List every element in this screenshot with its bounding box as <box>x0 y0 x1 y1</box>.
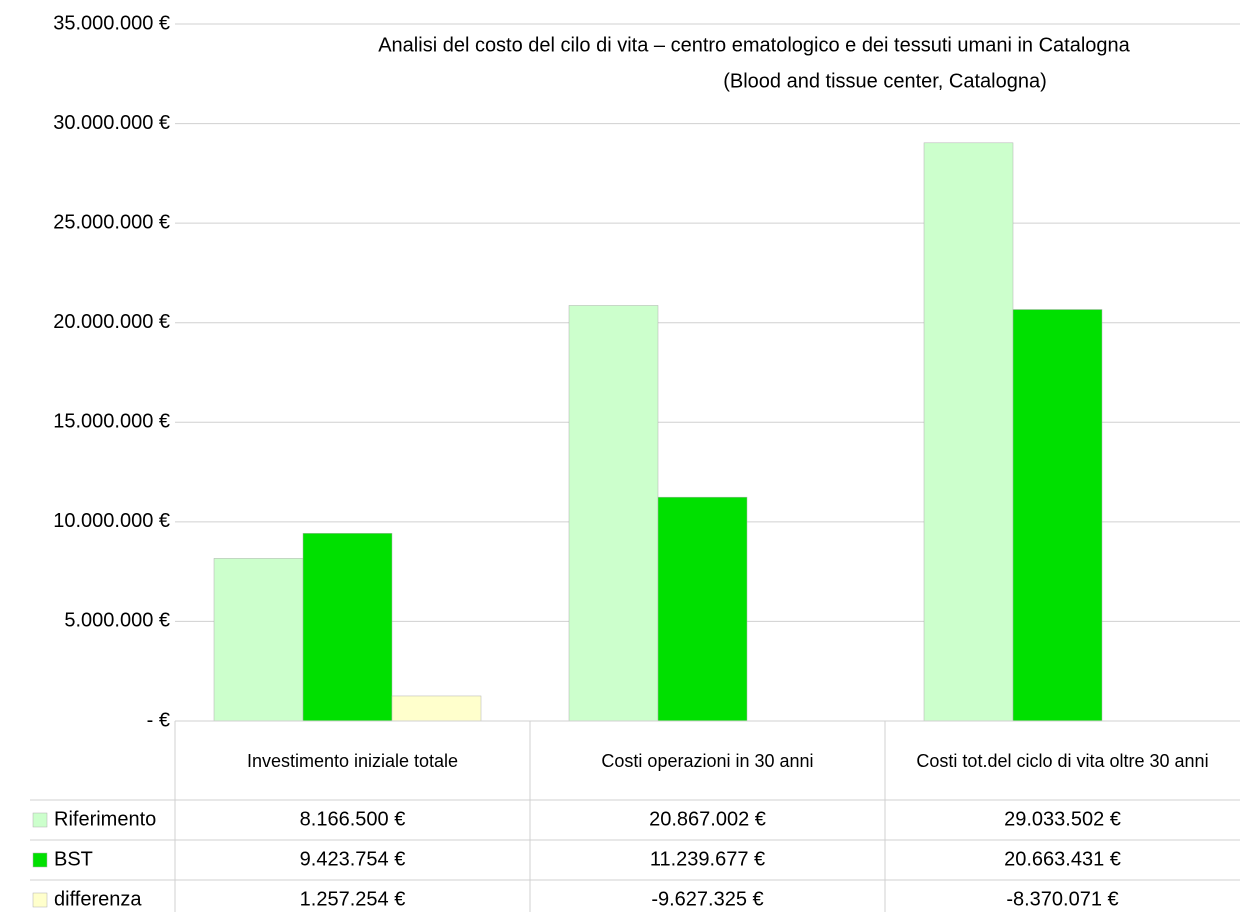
x-tick-label: Investimento iniziale totale <box>246 751 459 771</box>
bar <box>568 305 659 721</box>
legend-label: BST <box>54 848 93 870</box>
table-value: 20.867.002 € <box>649 808 766 830</box>
bar <box>1012 309 1103 721</box>
table-value: -8.370.071 € <box>1006 888 1118 910</box>
x-tick-label-box: Investimento iniziale totale <box>246 751 459 771</box>
x-tick-label-box: Costi tot.del ciclo di vita oltre 30 ann… <box>916 751 1209 771</box>
y-tick-label: 25.000.000 € <box>53 211 170 233</box>
y-tick-label: 15.000.000 € <box>53 411 170 433</box>
legend-swatch <box>32 852 48 868</box>
bar <box>657 496 748 721</box>
legend-label: differenza <box>54 888 142 910</box>
table-value: 20.663.431 € <box>1004 848 1121 870</box>
table-value: 29.033.502 € <box>1004 808 1121 830</box>
bar <box>391 695 482 721</box>
chart-title: Analisi del costo del cilo di vita – cen… <box>378 34 1130 56</box>
chart-subtitle: (Blood and tissue center, Catalogna) <box>723 70 1047 92</box>
table-value: -9.627.325 € <box>651 888 763 910</box>
table-value: 8.166.500 € <box>300 808 406 830</box>
legend-label: Riferimento <box>54 808 156 830</box>
y-tick-label: 35.000.000 € <box>53 12 170 34</box>
x-tick-label: Costi tot.del ciclo di vita oltre 30 ann… <box>916 751 1209 771</box>
y-tick-label: 5.000.000 € <box>64 610 170 632</box>
bar <box>213 558 304 721</box>
x-tick-label: Costi operazioni in 30 anni <box>601 751 814 771</box>
bar <box>923 142 1014 721</box>
legend-swatch <box>32 812 48 828</box>
bar <box>302 533 393 721</box>
table-value: 9.423.754 € <box>300 848 406 870</box>
x-tick-label-box: Costi operazioni in 30 anni <box>601 751 814 771</box>
table-value: 11.239.677 € <box>650 848 765 870</box>
table-value: 1.257.254 € <box>300 888 406 910</box>
y-tick-label: - € <box>147 709 170 731</box>
legend-swatch <box>32 892 48 908</box>
y-tick-label: 10.000.000 € <box>53 510 170 532</box>
y-tick-label: 30.000.000 € <box>53 112 170 134</box>
y-tick-label: 20.000.000 € <box>53 311 170 333</box>
plot-area <box>213 142 1192 721</box>
